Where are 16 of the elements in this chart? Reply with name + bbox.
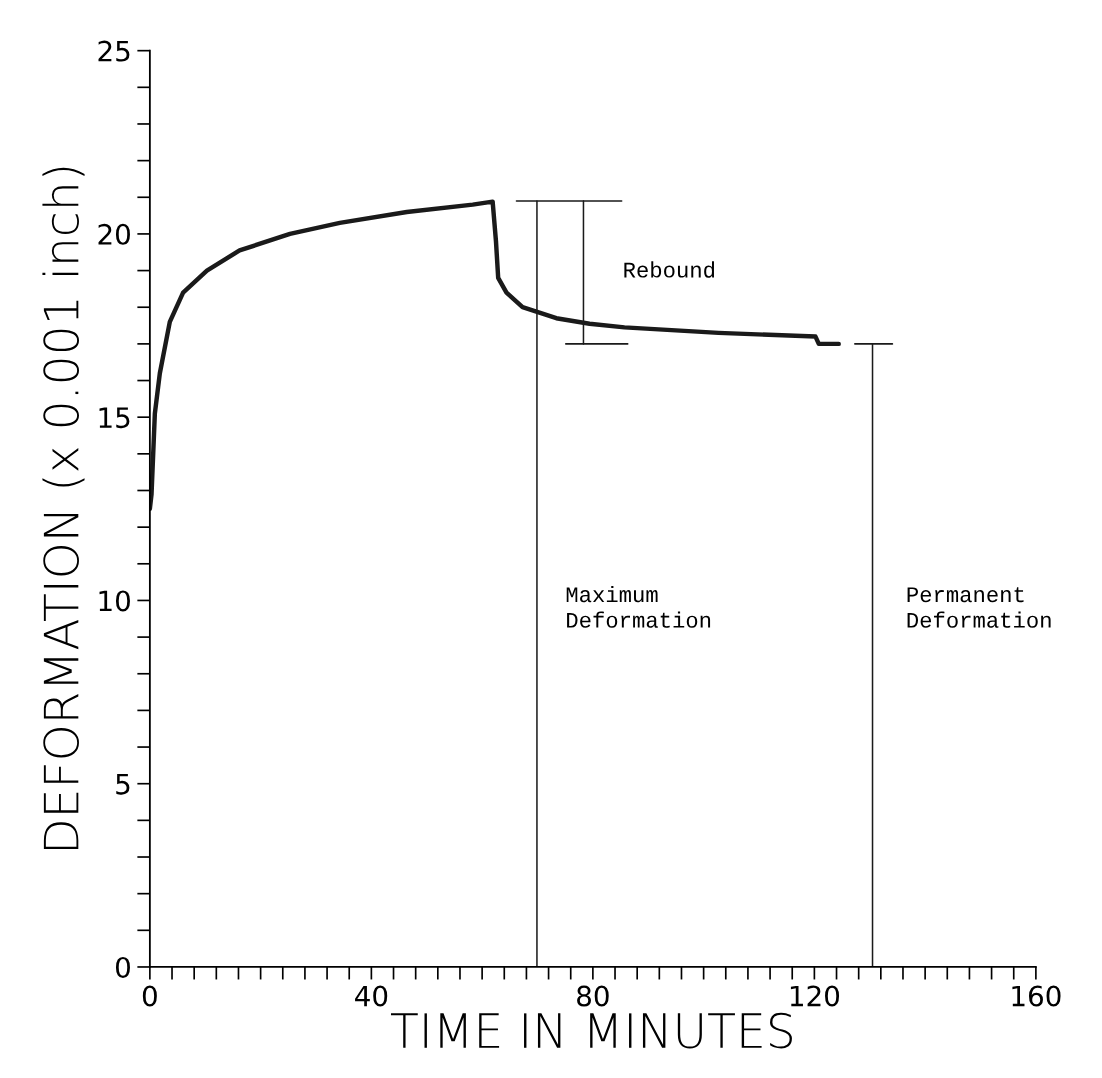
x-tick-label: 0 (142, 985, 157, 1007)
annotation: Maximum Deformation (566, 585, 711, 628)
x-axis-title: TIME IN MINUTES (390, 1012, 792, 1049)
y-axis-title: DEFORMATION (x 0.001 inch) (42, 167, 85, 850)
annotation: Rebound (624, 261, 715, 278)
y-tick-label: 20 (98, 223, 130, 245)
x-tick-label: 160 (1012, 985, 1061, 1007)
y-tick-label: 25 (98, 40, 130, 62)
x-tick-label: 40 (355, 985, 388, 1007)
x-tick-label: 120 (790, 985, 840, 1007)
y-tick-label: 15 (99, 407, 130, 429)
y-tick-label: 5 (116, 774, 130, 795)
x-tick-label: 80 (577, 985, 609, 1007)
y-tick-label: 10 (99, 590, 130, 612)
y-tick-label: 0 (115, 956, 130, 978)
annotation: Permanent Deformation (907, 587, 1051, 628)
